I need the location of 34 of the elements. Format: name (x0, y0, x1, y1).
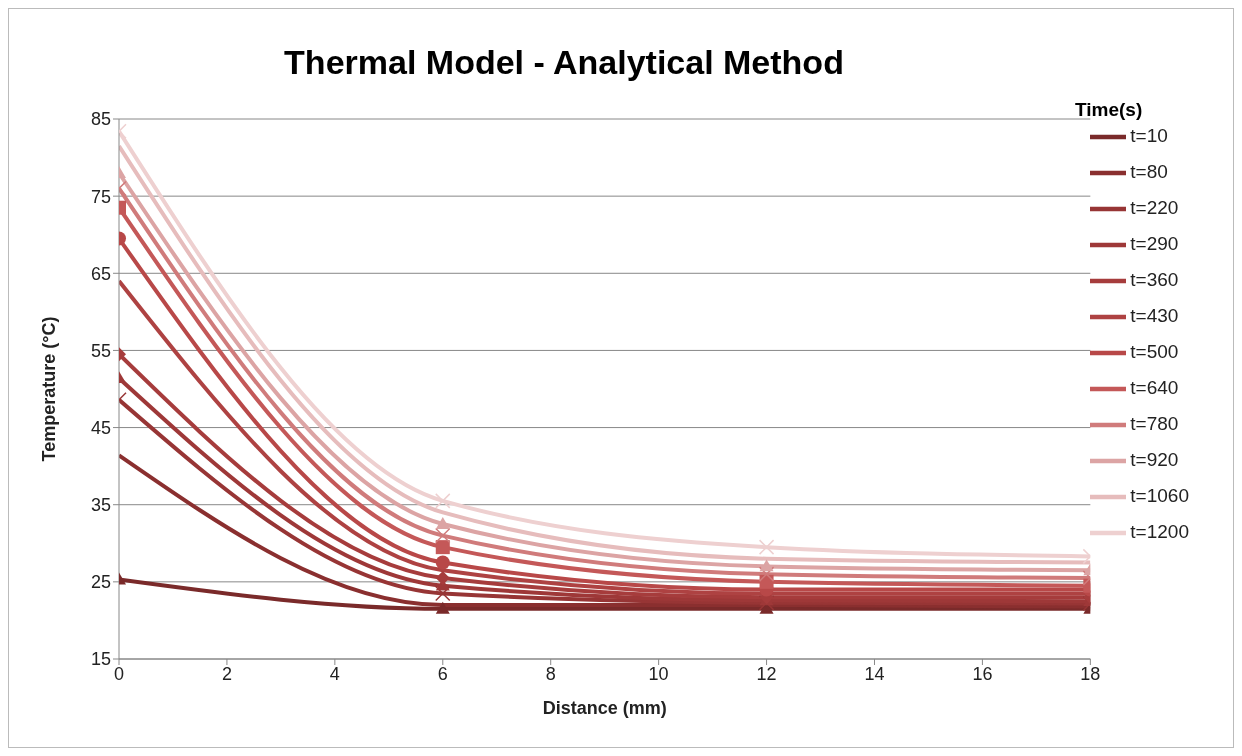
legend-label: t=1060 (1130, 485, 1189, 507)
legend-label: t=10 (1130, 125, 1168, 147)
legend-label: t=80 (1130, 161, 1168, 183)
x-tick-label: 12 (756, 663, 777, 684)
x-tick-label: 6 (437, 663, 448, 684)
legend-label: t=1200 (1130, 521, 1189, 543)
x-tick-label: 18 (1080, 663, 1101, 684)
y-tick-label: 85 (90, 109, 111, 130)
y-tick-label: 45 (90, 417, 111, 438)
legend-label: t=430 (1130, 305, 1179, 327)
y-tick-label: 55 (90, 340, 111, 361)
legend-label: t=780 (1130, 413, 1179, 435)
chart-title: Thermal Model - Analytical Method (283, 43, 845, 82)
x-tick-label: 8 (545, 663, 556, 684)
legend-label: t=500 (1130, 341, 1179, 363)
y-tick-label: 15 (90, 649, 111, 670)
x-tick-label: 16 (972, 663, 993, 684)
y-tick-label: 25 (90, 572, 111, 593)
x-axis-title: Distance (mm) (542, 698, 667, 718)
x-tick-label: 2 (221, 663, 232, 684)
x-tick-label: 0 (113, 663, 125, 684)
x-tick-label: 4 (329, 663, 340, 684)
legend-title: Time(s) (1075, 99, 1143, 121)
y-tick-label: 65 (90, 263, 111, 284)
x-tick-label: 10 (648, 663, 669, 684)
legend-label: t=220 (1130, 197, 1179, 219)
legend-label: t=290 (1130, 233, 1179, 255)
y-tick-label: 35 (90, 495, 111, 516)
y-tick-label: 75 (90, 186, 111, 207)
legend-label: t=920 (1130, 449, 1179, 471)
legend-label: t=640 (1130, 377, 1179, 399)
y-axis-title: Temperature (°C) (39, 316, 60, 462)
x-tick-label: 14 (864, 663, 885, 684)
legend-label: t=360 (1130, 269, 1179, 291)
